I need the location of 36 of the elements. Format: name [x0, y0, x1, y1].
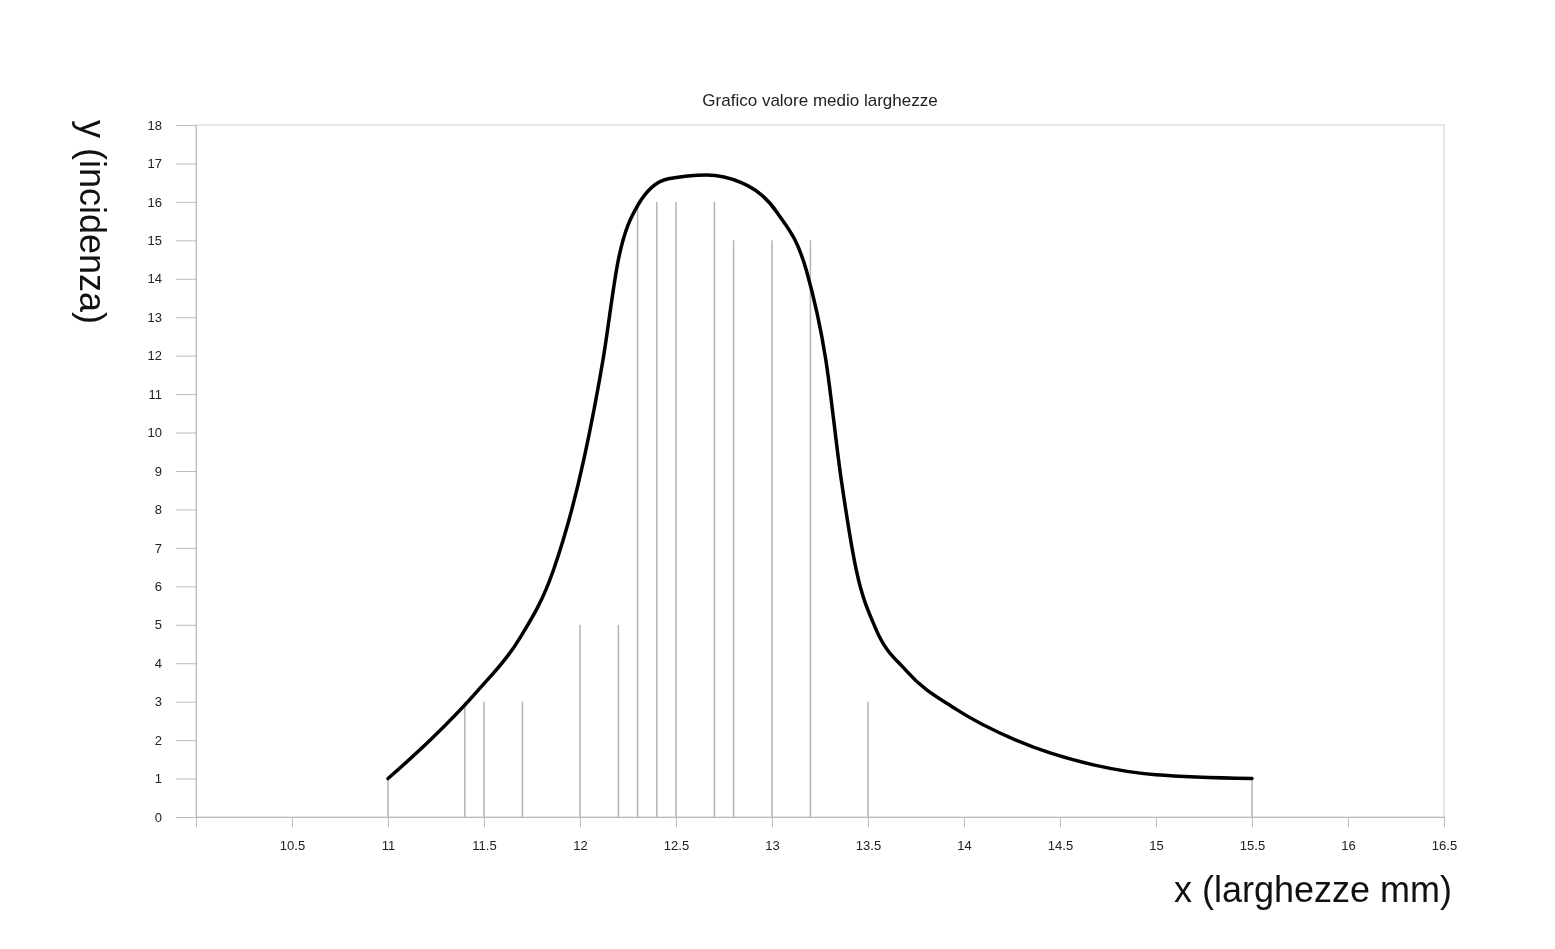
x-tick-label: 16	[1341, 838, 1356, 854]
y-tick-label: 8	[154, 502, 162, 518]
y-tick-label: 0	[154, 809, 162, 825]
chart-title: Grafico valore medio larghezze	[702, 91, 938, 110]
x-tick-label: 10.5	[279, 838, 306, 854]
x-axis-title: x (larghezze mm)	[1173, 869, 1452, 910]
y-tick-label: 17	[147, 156, 162, 172]
y-tick-label: 7	[154, 540, 162, 556]
y-tick-label: 13	[147, 309, 162, 325]
x-tick-label: 16.5	[1431, 838, 1458, 854]
x-tick-label: 14	[957, 838, 972, 854]
x-tick-label: 14.5	[1047, 838, 1074, 854]
y-tick-label: 11	[148, 386, 162, 402]
y-tick-label: 2	[154, 732, 162, 748]
y-tick-label: 6	[154, 578, 162, 594]
line-series	[386, 173, 1254, 781]
y-tick-label: 9	[154, 463, 162, 479]
y-tick-label: 14	[147, 271, 162, 287]
x-tick-label: 13.5	[855, 838, 882, 854]
x-tick-label: 15	[1149, 838, 1164, 854]
y-tick-label: 4	[154, 655, 162, 671]
x-tick-label: 12	[573, 838, 588, 854]
y-tick-label: 10	[147, 425, 162, 441]
y-tick-label: 18	[147, 117, 162, 133]
x-tick-label: 11	[381, 838, 396, 854]
x-tick-label: 11.5	[472, 838, 497, 854]
x-tick-label: 15.5	[1239, 838, 1266, 854]
y-axis-title: y (incidenza)	[72, 120, 113, 325]
y-tick-label: 12	[147, 348, 162, 364]
y-tick-label: 1	[154, 771, 162, 787]
y-tick-label: 5	[154, 617, 162, 633]
y-tick-label: 3	[154, 694, 162, 710]
y-tick-label: 16	[147, 194, 162, 210]
x-tick-label: 13	[765, 838, 780, 854]
y-tick-label: 15	[147, 232, 162, 248]
x-tick-label: 12.5	[663, 838, 690, 854]
